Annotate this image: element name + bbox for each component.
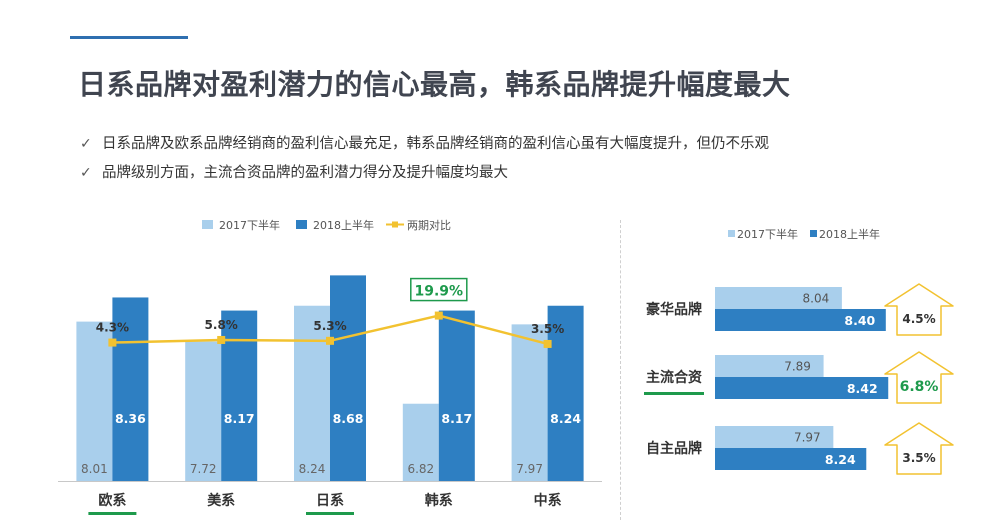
bullet-item: ✓ 品牌级别方面，主流合资品牌的盈利潜力得分及提升幅度均最大 bbox=[80, 162, 769, 191]
category-label: 日系 bbox=[316, 492, 344, 509]
line-point-marker bbox=[217, 335, 226, 344]
legend-label: 2018上半年 bbox=[819, 227, 880, 241]
check-icon: ✓ bbox=[80, 136, 92, 152]
up-arrow-icon bbox=[884, 283, 954, 336]
bar-2017h2 bbox=[511, 324, 548, 481]
line-point-label: 4.3% bbox=[96, 321, 129, 335]
category-label: 韩系 bbox=[425, 492, 453, 509]
change-label: 3.5% bbox=[902, 451, 935, 465]
bar-value-2017h2: 7.72 bbox=[190, 462, 217, 476]
bar-value-2018h1: 8.17 bbox=[224, 411, 255, 426]
bar-2017h2 bbox=[402, 403, 439, 481]
category-highlight-underline bbox=[88, 512, 137, 515]
hbar-2017h2 bbox=[715, 287, 842, 309]
line-point-label: 5.8% bbox=[205, 318, 238, 332]
bar-2018h1 bbox=[438, 310, 475, 481]
line-point-label: 3.5% bbox=[531, 322, 564, 336]
bullet-list: ✓ 日系品牌及欧系品牌经销商的盈利信心最充足，韩系品牌经销商的盈利信心虽有大幅度提… bbox=[80, 133, 769, 191]
bar-value-2017h2: 6.82 bbox=[407, 462, 434, 476]
legend-label: 2017下半年 bbox=[219, 218, 280, 232]
category-label: 豪华品牌 bbox=[646, 301, 702, 318]
bar-2017h2 bbox=[185, 341, 222, 481]
hbar-value-2017h2: 7.97 bbox=[794, 431, 821, 445]
bar-value-2018h1: 8.24 bbox=[550, 411, 581, 426]
legend-swatch bbox=[810, 230, 817, 237]
hbar-value-2018h1: 8.24 bbox=[825, 452, 856, 467]
check-icon: ✓ bbox=[80, 165, 92, 181]
chart-divider bbox=[620, 220, 621, 520]
legend-swatch bbox=[296, 220, 307, 229]
line-point-label: 19.9% bbox=[415, 284, 464, 300]
hbar-2018h1 bbox=[715, 448, 867, 470]
legend-swatch bbox=[202, 220, 213, 229]
change-label: 4.5% bbox=[902, 312, 935, 326]
bar-value-2017h2: 8.24 bbox=[299, 462, 326, 476]
bullet-item: ✓ 日系品牌及欧系品牌经销商的盈利信心最充足，韩系品牌经销商的盈利信心虽有大幅度提… bbox=[80, 133, 769, 162]
category-highlight-underline bbox=[644, 392, 704, 395]
title-accent-rule bbox=[70, 36, 188, 39]
bar-value-2018h1: 8.17 bbox=[441, 411, 472, 426]
bar-2018h1 bbox=[547, 305, 584, 481]
page-title: 日系品牌对盈利潜力的信心最高，韩系品牌提升幅度最大 bbox=[78, 68, 791, 101]
category-label: 主流合资 bbox=[646, 369, 702, 386]
hbar-2017h2 bbox=[715, 355, 824, 377]
hbar-2018h1 bbox=[715, 377, 889, 399]
legend-label: 2017下半年 bbox=[737, 227, 798, 241]
hbar-value-2018h1: 8.42 bbox=[847, 381, 878, 396]
legend-label: 两期对比 bbox=[407, 218, 451, 232]
bullet-text: 日系品牌及欧系品牌经销商的盈利信心最充足，韩系品牌经销商的盈利信心虽有大幅度提升… bbox=[102, 136, 769, 152]
bar-value-2018h1: 8.68 bbox=[333, 411, 364, 426]
hbar-value-2017h2: 8.04 bbox=[803, 292, 830, 306]
hbar-value-2018h1: 8.40 bbox=[844, 313, 875, 328]
change-label: 6.8% bbox=[900, 379, 939, 395]
hbar-value-2017h2: 7.89 bbox=[784, 360, 811, 374]
line-point-label: 5.3% bbox=[313, 319, 346, 333]
bar-2018h1 bbox=[330, 275, 366, 481]
bar-2018h1 bbox=[112, 297, 149, 481]
up-arrow-icon bbox=[884, 351, 954, 404]
hbar-2017h2 bbox=[715, 426, 834, 448]
bullet-text: 品牌级别方面，主流合资品牌的盈利潜力得分及提升幅度均最大 bbox=[102, 165, 508, 181]
legend-label: 2018上半年 bbox=[313, 218, 374, 232]
up-arrow-icon bbox=[884, 422, 954, 475]
line-point-marker bbox=[543, 339, 552, 348]
bar-2017h2 bbox=[76, 321, 113, 481]
bar-value-2017h2: 8.01 bbox=[81, 462, 108, 476]
line-point-marker bbox=[108, 338, 117, 347]
highlight-label-box bbox=[410, 277, 468, 302]
bar-2017h2 bbox=[294, 305, 330, 481]
line-point-marker bbox=[326, 336, 334, 345]
category-label: 美系 bbox=[207, 492, 235, 509]
line-point-marker bbox=[434, 311, 443, 320]
legend-line-marker bbox=[392, 221, 398, 228]
category-label: 自主品牌 bbox=[646, 440, 702, 457]
category-highlight-underline bbox=[306, 512, 354, 515]
bar-value-2017h2: 7.97 bbox=[516, 462, 543, 476]
bar-value-2018h1: 8.36 bbox=[115, 411, 146, 426]
hbar-2018h1 bbox=[715, 309, 886, 331]
category-label: 中系 bbox=[534, 492, 562, 509]
legend-swatch bbox=[728, 230, 735, 237]
category-label: 欧系 bbox=[98, 492, 126, 509]
